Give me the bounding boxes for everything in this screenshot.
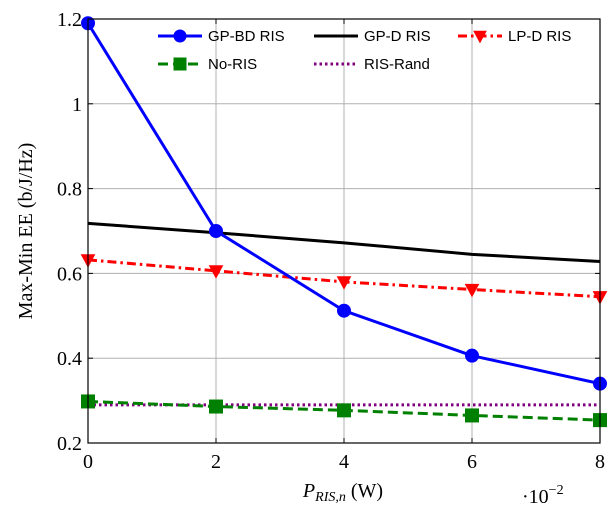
data-point — [209, 399, 223, 414]
data-point — [336, 276, 352, 290]
data-point — [208, 265, 224, 279]
legend-marker — [473, 30, 487, 44]
legend: GP-BD RIS GP-D RIS LP-D RIS No-RIS RIS-Rand — [158, 28, 571, 73]
x-tick-label: 6 — [467, 451, 477, 473]
y-tick-label: 1.2 — [57, 9, 82, 31]
legend-label: GP-D RIS — [364, 28, 431, 45]
x-axis-title-symbol: P — [302, 480, 315, 502]
legend-marker — [173, 57, 187, 71]
x-tick-label: 0 — [83, 451, 93, 473]
legend-label: RIS-Rand — [364, 56, 430, 73]
data-point — [464, 283, 480, 298]
y-tick-label: 1 — [72, 94, 82, 116]
legend-label: LP-D RIS — [508, 28, 571, 45]
legend-entry: No-RIS — [158, 56, 257, 73]
legend-entry: GP-BD RIS — [158, 28, 285, 45]
legend-label: GP-BD RIS — [208, 28, 285, 45]
x-tick-label: 8 — [595, 451, 605, 473]
x-axis-multiplier: ·10−2 — [522, 483, 564, 508]
axis-ticks: 0 2 4 6 8 0.2 0.4 0.6 0.8 1 1.2 — [57, 9, 605, 473]
y-axis-title: Max-Min EE (b/J/Hz) — [15, 143, 37, 320]
series-gp-d-ris — [87, 221, 601, 264]
series-no-ris — [81, 394, 607, 428]
data-point — [337, 403, 351, 418]
x-axis-multiplier-exponent: −2 — [549, 483, 564, 498]
legend-entry: GP-D RIS — [314, 28, 431, 45]
legend-entry: LP-D RIS — [458, 28, 571, 45]
legend-label: No-RIS — [208, 56, 257, 73]
legend-marker — [173, 29, 187, 43]
y-tick-label: 0.6 — [57, 263, 82, 285]
x-axis-multiplier-base: ·10 — [522, 486, 549, 508]
series-layer — [80, 16, 608, 428]
data-point — [209, 224, 223, 238]
series-line — [87, 221, 601, 264]
x-axis-title: PRIS,n (W) — [302, 480, 383, 505]
data-point — [465, 348, 479, 363]
y-tick-label: 0.2 — [57, 433, 82, 455]
grid — [88, 19, 600, 443]
data-point — [465, 408, 479, 423]
y-tick-label: 0.8 — [57, 179, 82, 201]
x-axis-title-subscript: RIS,n — [314, 490, 346, 505]
legend-entry: RIS-Rand — [314, 56, 430, 73]
x-axis-title-unit: (W) — [346, 480, 383, 502]
data-point — [337, 303, 351, 318]
y-tick-label: 0.4 — [57, 348, 82, 370]
x-tick-label: 2 — [211, 451, 221, 473]
x-tick-label: 4 — [339, 451, 349, 473]
